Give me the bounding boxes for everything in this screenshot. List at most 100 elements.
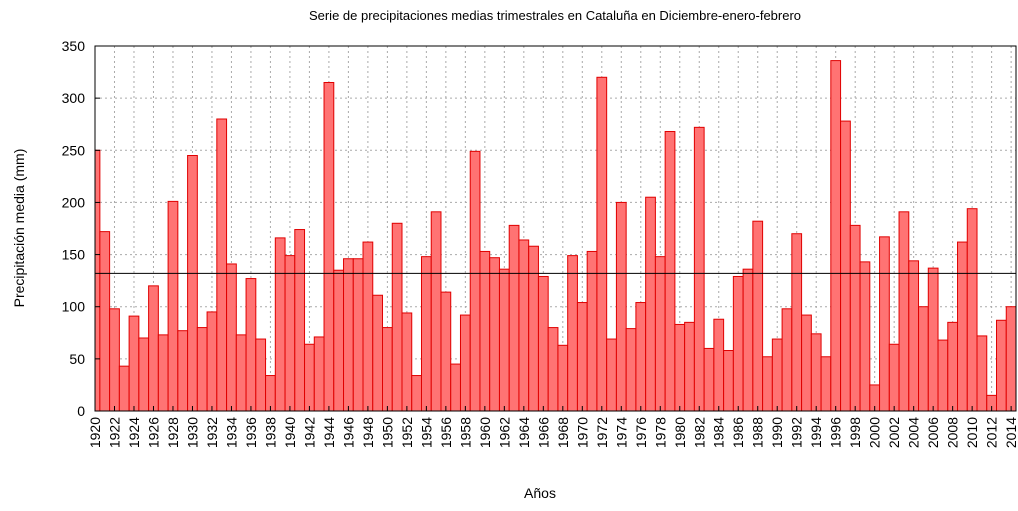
bar (313, 336, 325, 411)
y-tick-label: 250 (62, 142, 86, 158)
x-tick-label: 1962 (496, 417, 512, 448)
bar (226, 263, 237, 411)
x-tick-label: 2012 (984, 417, 1000, 448)
bar (294, 229, 306, 411)
bar (752, 220, 764, 411)
bar (918, 306, 929, 411)
bar (343, 258, 354, 411)
bar (528, 245, 539, 411)
x-tick-label: 1986 (730, 417, 746, 448)
bar (859, 261, 871, 411)
bars (95, 60, 1016, 411)
x-tick-label: 1966 (535, 417, 551, 448)
bar (382, 327, 393, 411)
bar (674, 323, 686, 411)
x-tick-label: 1990 (769, 417, 785, 448)
bar (654, 256, 666, 411)
x-tick-label: 1958 (457, 417, 473, 448)
bar (898, 211, 910, 411)
bar (498, 268, 510, 411)
x-tick-label: 1964 (516, 417, 532, 448)
x-tick-label: 1982 (691, 417, 707, 448)
bar (518, 239, 530, 411)
bar (927, 267, 939, 411)
x-tick-label: 1972 (594, 417, 610, 448)
x-tick-label: 1934 (223, 417, 239, 448)
y-axis-label: Precipitación media (mm) (11, 149, 27, 308)
bar (781, 308, 793, 411)
bar (615, 201, 627, 411)
x-tick-label: 1974 (613, 417, 629, 448)
bar (206, 311, 218, 411)
y-tick-label: 150 (62, 247, 86, 263)
bar (830, 60, 842, 411)
bar (567, 255, 578, 411)
x-tick-label: 1976 (633, 417, 649, 448)
x-tick-label: 2002 (886, 417, 902, 448)
x-tick-label: 1984 (711, 417, 727, 448)
bar (352, 258, 364, 411)
bar (723, 350, 734, 411)
x-tick-label: 1960 (477, 417, 493, 448)
chart-title: Serie de precipitaciones medias trimestr… (309, 8, 801, 23)
bar (99, 231, 111, 411)
x-tick-label: 1992 (789, 417, 805, 448)
bar (820, 356, 832, 411)
bar (284, 255, 296, 411)
y-tick-label: 350 (62, 38, 86, 54)
x-tick-label: 1996 (828, 417, 844, 448)
bar (333, 269, 345, 411)
bar (459, 314, 471, 411)
bar (420, 256, 432, 411)
bar (635, 302, 647, 411)
x-tick-label: 1940 (282, 417, 298, 448)
bar (245, 278, 257, 411)
y-tick-label: 300 (62, 90, 86, 106)
bar (557, 344, 569, 411)
bar (138, 337, 150, 411)
bar (684, 321, 695, 411)
x-tick-label: 1926 (145, 417, 161, 448)
bar (216, 118, 228, 411)
bar (167, 200, 179, 411)
x-tick-label: 1970 (574, 417, 590, 448)
bar (537, 275, 549, 411)
bar (401, 312, 413, 411)
bar (323, 82, 335, 411)
bar (440, 291, 452, 411)
bar (840, 120, 851, 411)
bar (196, 327, 208, 411)
x-tick-label: 1968 (555, 417, 571, 448)
bar (265, 375, 276, 411)
bar (430, 211, 442, 411)
bar (128, 315, 140, 411)
x-tick-label: 1924 (126, 417, 142, 448)
grid (94, 45, 1016, 412)
x-tick-label: 1978 (652, 417, 668, 448)
bar (235, 334, 247, 411)
bar (713, 318, 725, 411)
x-tick-label: 1928 (165, 417, 181, 448)
bar (625, 328, 637, 411)
x-tick-label: 1936 (243, 417, 259, 448)
x-tick-label: 1930 (184, 417, 200, 448)
bar (304, 343, 315, 411)
x-tick-label: 1998 (847, 417, 863, 448)
bar (547, 327, 559, 411)
bar (469, 150, 481, 411)
bar (762, 356, 773, 411)
x-tick-label: 2008 (945, 417, 961, 448)
x-tick-label: 1922 (106, 417, 122, 448)
bar (489, 257, 500, 411)
x-tick-label: 1988 (750, 417, 766, 448)
bar (645, 196, 656, 411)
x-tick-label: 2010 (964, 417, 980, 448)
y-tick-label: 50 (69, 351, 85, 367)
y-tick-label: 0 (77, 403, 85, 419)
bar (148, 285, 159, 411)
bar (606, 338, 617, 411)
bar (586, 250, 598, 411)
x-tick-label: 1942 (301, 417, 317, 448)
x-tick-label: 1932 (204, 417, 220, 448)
